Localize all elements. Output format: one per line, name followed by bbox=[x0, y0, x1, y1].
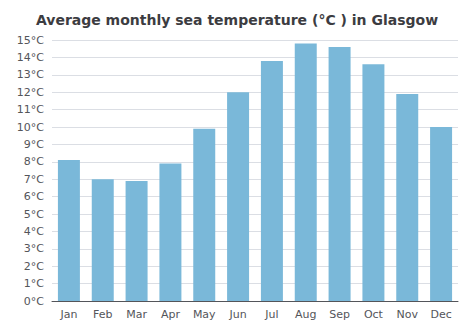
svg-text:13°C: 13°C bbox=[17, 68, 44, 81]
svg-text:2°C: 2°C bbox=[24, 260, 44, 273]
svg-text:6°C: 6°C bbox=[24, 190, 44, 203]
svg-text:Sep: Sep bbox=[329, 308, 350, 321]
svg-text:Jun: Jun bbox=[228, 308, 246, 321]
svg-text:Dec: Dec bbox=[430, 308, 451, 321]
svg-text:Aug: Aug bbox=[295, 308, 316, 321]
svg-text:12°C: 12°C bbox=[17, 86, 44, 99]
svg-text:May: May bbox=[193, 308, 216, 321]
svg-text:Jul: Jul bbox=[264, 308, 278, 321]
svg-text:0°C: 0°C bbox=[24, 295, 44, 308]
svg-text:5°C: 5°C bbox=[24, 208, 44, 221]
svg-text:10°C: 10°C bbox=[17, 121, 44, 134]
svg-text:15°C: 15°C bbox=[17, 34, 44, 47]
svg-text:8°C: 8°C bbox=[24, 155, 44, 168]
svg-text:1°C: 1°C bbox=[24, 277, 44, 290]
svg-text:11°C: 11°C bbox=[17, 103, 44, 116]
svg-text:Apr: Apr bbox=[161, 308, 181, 321]
svg-text:Mar: Mar bbox=[126, 308, 147, 321]
svg-text:Average monthly sea temperatur: Average monthly sea temperature (°C ) in… bbox=[36, 12, 438, 28]
svg-text:Nov: Nov bbox=[397, 308, 419, 321]
svg-text:14°C: 14°C bbox=[17, 51, 44, 64]
svg-text:4°C: 4°C bbox=[24, 225, 44, 238]
svg-text:7°C: 7°C bbox=[24, 173, 44, 186]
svg-text:Oct: Oct bbox=[364, 308, 384, 321]
svg-text:9°C: 9°C bbox=[24, 138, 44, 151]
svg-text:Feb: Feb bbox=[93, 308, 112, 321]
svg-text:Jan: Jan bbox=[59, 308, 77, 321]
svg-text:3°C: 3°C bbox=[24, 242, 44, 255]
